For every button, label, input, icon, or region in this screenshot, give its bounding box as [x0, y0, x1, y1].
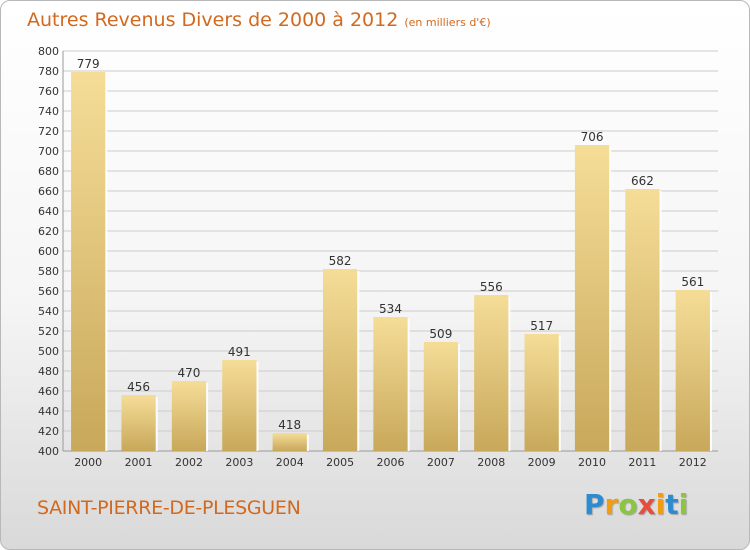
bar	[272, 433, 307, 451]
x-tick-label: 2003	[225, 456, 253, 469]
x-tick-label: 2005	[326, 456, 354, 469]
y-tick-label: 660	[38, 185, 59, 198]
bar	[524, 334, 559, 451]
commune-name: SAINT-PIERRE-DE-PLESGUEN	[37, 497, 301, 519]
y-tick-label: 800	[38, 45, 59, 58]
data-label: 517	[530, 319, 553, 333]
bar	[423, 342, 459, 451]
data-label: 491	[228, 345, 251, 359]
bar	[71, 72, 106, 451]
y-tick-label: 500	[38, 345, 59, 358]
y-tick-label: 700	[38, 145, 59, 158]
y-tick-label: 780	[38, 65, 59, 78]
x-tick-label: 2009	[528, 456, 556, 469]
x-tick-label: 2001	[125, 456, 153, 469]
data-label: 556	[480, 280, 503, 294]
x-tick-label: 2004	[276, 456, 304, 469]
x-axis: 2000 2001 2002 2003 2004 2005 2006 2007 2008 2009…	[74, 456, 707, 469]
x-tick-label: 2007	[427, 456, 455, 469]
logo-letter: i	[655, 488, 666, 521]
y-tick-label: 520	[38, 325, 59, 338]
y-tick-label: 540	[38, 305, 59, 318]
bar	[474, 295, 509, 451]
chart-subtitle: (en milliers d'€)	[404, 16, 491, 29]
y-tick-label: 420	[38, 425, 59, 438]
bar	[322, 269, 358, 451]
logo-letter: r	[604, 488, 619, 521]
x-tick-label: 2000	[74, 456, 102, 469]
y-tick-label: 400	[38, 445, 59, 458]
x-tick-label: 2010	[578, 456, 606, 469]
logo-letter: o	[618, 488, 638, 521]
bar	[625, 189, 660, 451]
bar	[121, 395, 156, 451]
y-tick-label: 760	[38, 85, 59, 98]
x-tick-label: 2008	[477, 456, 505, 469]
data-label: 509	[429, 327, 452, 341]
bars	[71, 72, 712, 451]
bar	[574, 145, 610, 451]
x-tick-label: 2006	[377, 456, 405, 469]
y-tick-label: 640	[38, 205, 59, 218]
logo-letter: t	[665, 488, 679, 521]
chart-header: Autres Revenus Divers de 2000 à 2012 (en …	[27, 9, 491, 31]
y-tick-label: 480	[38, 365, 59, 378]
y-tick-label: 580	[38, 265, 59, 278]
x-tick-label: 2012	[679, 456, 707, 469]
data-label: 456	[127, 380, 150, 394]
data-label: 706	[581, 130, 604, 144]
data-label: 534	[379, 302, 402, 316]
y-tick-label: 740	[38, 105, 59, 118]
y-tick-label: 720	[38, 125, 59, 138]
y-tick-label: 680	[38, 165, 59, 178]
bar	[222, 360, 257, 451]
logo-letter: P	[584, 488, 605, 521]
y-tick-label: 620	[38, 225, 59, 238]
y-tick-label: 560	[38, 285, 59, 298]
bar	[373, 317, 408, 451]
data-label: 470	[178, 366, 201, 380]
x-tick-label: 2002	[175, 456, 203, 469]
y-tick-label: 460	[38, 385, 59, 398]
y-tick-label: 440	[38, 405, 59, 418]
logo-letter: x	[637, 488, 656, 521]
bar	[675, 290, 710, 451]
data-labels: 779 456 470 491 418 582 534 509 556 517 706 662 561	[77, 57, 705, 432]
bar	[171, 381, 207, 451]
data-label: 418	[278, 418, 301, 432]
logo-letter: i	[678, 488, 689, 521]
data-label: 582	[329, 254, 352, 268]
y-tick-label: 600	[38, 245, 59, 258]
data-label: 561	[681, 275, 704, 289]
data-label: 662	[631, 174, 654, 188]
data-label: 779	[77, 57, 100, 71]
chart-title: Autres Revenus Divers de 2000 à 2012	[27, 9, 399, 31]
x-tick-label: 2011	[628, 456, 656, 469]
proxiti-logo[interactable]: Proxiti	[584, 488, 688, 521]
